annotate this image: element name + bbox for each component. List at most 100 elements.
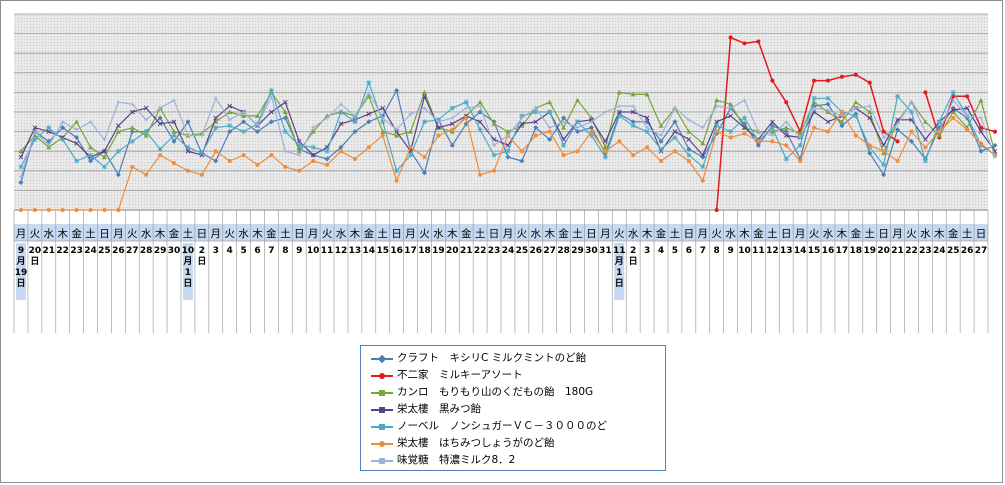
data-point <box>297 153 302 158</box>
legend-entry: ノーベル ノンシュガーＶＣ－３０００のど <box>367 418 663 435</box>
data-point <box>616 113 622 119</box>
data-point <box>227 109 233 114</box>
legend-label: クラフト キシリC ミルクミントのど飴 <box>397 352 587 364</box>
date-tick-label: 20 <box>446 246 459 256</box>
data-point <box>227 159 232 163</box>
data-point <box>533 109 539 115</box>
data-point <box>269 109 274 115</box>
data-point <box>394 178 399 183</box>
data-point <box>825 119 831 125</box>
weekday-tick-label: 火 <box>711 228 722 240</box>
data-point <box>742 131 747 136</box>
date-tick-label: 25 <box>947 246 960 256</box>
weekday-tick-label: 土 <box>864 227 875 240</box>
data-point <box>686 129 692 134</box>
data-point <box>366 111 372 117</box>
data-point <box>338 149 343 154</box>
date-tick-label: 12 <box>766 246 779 256</box>
legend-entry: 栄太樓 黒みつ飴 <box>367 401 663 418</box>
weekday-tick-label: 水 <box>531 228 542 240</box>
data-point <box>157 121 163 127</box>
date-tick-label: 20 <box>877 246 890 256</box>
data-point <box>672 149 677 154</box>
weekday-tick-label: 日 <box>99 228 110 240</box>
data-point <box>102 208 107 212</box>
date-tick-label: 14 <box>363 246 376 256</box>
data-point <box>380 133 385 138</box>
data-point <box>380 129 386 134</box>
weekday-tick-label: 木 <box>544 228 555 240</box>
data-point <box>144 117 149 122</box>
data-point <box>728 129 734 135</box>
data-point <box>839 110 844 114</box>
legend-marker <box>379 424 385 430</box>
data-point <box>60 125 66 131</box>
data-point <box>18 208 23 212</box>
data-point <box>101 164 107 170</box>
data-point <box>923 90 928 95</box>
data-point <box>422 155 427 160</box>
weekday-tick-label: 月 <box>211 228 222 240</box>
date-tick-label: 10 月 1 日 <box>182 246 195 289</box>
data-point <box>895 159 900 163</box>
data-point <box>101 154 107 160</box>
data-point <box>672 106 677 111</box>
data-point <box>366 80 372 86</box>
data-point <box>505 148 511 154</box>
data-point <box>477 119 483 125</box>
data-point <box>46 208 51 212</box>
weekday-tick-label: 火 <box>419 228 430 240</box>
data-point <box>839 119 845 124</box>
data-point <box>394 168 400 174</box>
data-point <box>18 180 24 186</box>
data-point <box>965 94 970 99</box>
data-point <box>185 168 190 173</box>
data-point <box>964 105 970 111</box>
data-point <box>756 39 761 44</box>
weekday-tick-label: 日 <box>586 228 597 240</box>
data-point <box>644 129 650 135</box>
data-point <box>533 125 539 131</box>
data-point <box>74 158 80 164</box>
date-highlight <box>182 243 193 300</box>
data-point <box>144 172 149 177</box>
data-point <box>951 98 956 103</box>
data-point <box>839 74 844 79</box>
data-point <box>519 149 524 154</box>
data-point <box>714 123 720 129</box>
data-point <box>547 99 553 105</box>
data-point <box>436 119 441 124</box>
data-point <box>798 135 803 140</box>
data-point <box>269 94 274 99</box>
data-point <box>366 90 371 95</box>
date-tick-label: 21 <box>460 246 473 256</box>
data-point <box>18 148 24 154</box>
weekday-tick-label: 水 <box>628 228 639 240</box>
data-point <box>979 115 984 120</box>
data-point <box>450 115 455 120</box>
data-point <box>115 172 121 178</box>
data-point <box>352 113 357 118</box>
date-tick-label: 18 <box>850 246 863 256</box>
data-point <box>491 121 497 126</box>
weekday-tick-label: 土 <box>670 227 681 240</box>
date-tick-label: 15 <box>808 246 821 256</box>
date-tick-label: 8 <box>282 246 288 256</box>
data-point <box>241 129 247 135</box>
data-point <box>714 129 719 134</box>
date-tick-label: 12 <box>335 246 348 256</box>
data-point <box>839 113 844 118</box>
weekday-tick-label: 水 <box>44 228 55 240</box>
data-point <box>492 143 497 148</box>
weekday-tick-label: 金 <box>851 227 862 240</box>
data-point <box>756 139 761 144</box>
weekday-tick-label: 木 <box>837 228 848 240</box>
data-point <box>88 152 94 158</box>
data-point <box>867 115 873 121</box>
data-point <box>74 141 79 146</box>
data-point <box>60 136 66 142</box>
date-tick-label: 7 <box>268 246 274 256</box>
weekday-tick-label: 日 <box>294 228 305 240</box>
legend-entry: 不二家 ミルキーアソート <box>367 367 663 384</box>
data-point <box>631 104 636 109</box>
